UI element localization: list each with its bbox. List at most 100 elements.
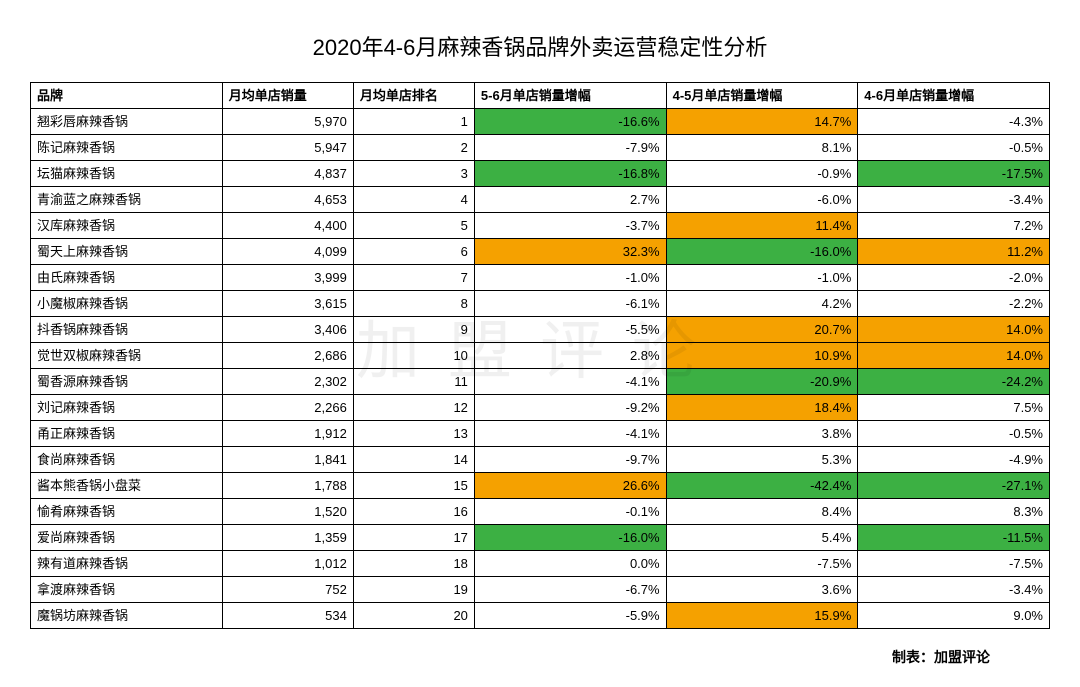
cell-sales: 1,520 xyxy=(222,499,353,525)
cell-brand: 觉世双椒麻辣香锅 xyxy=(31,343,223,369)
cell-sales: 534 xyxy=(222,603,353,629)
col-pct-45: 4-5月单店销量增幅 xyxy=(666,83,858,109)
cell-pct-56: -0.1% xyxy=(474,499,666,525)
cell-pct-46: -7.5% xyxy=(858,551,1050,577)
cell-brand: 青渝蓝之麻辣香锅 xyxy=(31,187,223,213)
cell-pct-56: -3.7% xyxy=(474,213,666,239)
table-row: 由氏麻辣香锅3,9997-1.0%-1.0%-2.0% xyxy=(31,265,1050,291)
cell-brand: 甬正麻辣香锅 xyxy=(31,421,223,447)
cell-brand: 辣有道麻辣香锅 xyxy=(31,551,223,577)
cell-pct-46: 8.3% xyxy=(858,499,1050,525)
col-sales: 月均单店销量 xyxy=(222,83,353,109)
cell-pct-56: 0.0% xyxy=(474,551,666,577)
col-brand: 品牌 xyxy=(31,83,223,109)
cell-sales: 3,999 xyxy=(222,265,353,291)
cell-pct-45: 11.4% xyxy=(666,213,858,239)
table-row: 拿渡麻辣香锅75219-6.7%3.6%-3.4% xyxy=(31,577,1050,603)
cell-brand: 酱本熊香锅小盘菜 xyxy=(31,473,223,499)
table-row: 觉世双椒麻辣香锅2,686102.8%10.9%14.0% xyxy=(31,343,1050,369)
cell-pct-56: 2.8% xyxy=(474,343,666,369)
cell-rank: 5 xyxy=(353,213,474,239)
cell-rank: 2 xyxy=(353,135,474,161)
cell-pct-45: 5.4% xyxy=(666,525,858,551)
cell-pct-45: -6.0% xyxy=(666,187,858,213)
cell-pct-46: 9.0% xyxy=(858,603,1050,629)
cell-pct-46: -17.5% xyxy=(858,161,1050,187)
cell-sales: 1,841 xyxy=(222,447,353,473)
cell-pct-45: 14.7% xyxy=(666,109,858,135)
cell-sales: 1,359 xyxy=(222,525,353,551)
cell-rank: 11 xyxy=(353,369,474,395)
cell-pct-56: -4.1% xyxy=(474,421,666,447)
cell-rank: 6 xyxy=(353,239,474,265)
cell-pct-45: 5.3% xyxy=(666,447,858,473)
table-row: 食尚麻辣香锅1,84114-9.7%5.3%-4.9% xyxy=(31,447,1050,473)
cell-pct-46: 14.0% xyxy=(858,317,1050,343)
cell-sales: 4,099 xyxy=(222,239,353,265)
cell-rank: 17 xyxy=(353,525,474,551)
cell-sales: 2,266 xyxy=(222,395,353,421)
cell-pct-45: 18.4% xyxy=(666,395,858,421)
col-pct-56: 5-6月单店销量增幅 xyxy=(474,83,666,109)
table-row: 辣有道麻辣香锅1,012180.0%-7.5%-7.5% xyxy=(31,551,1050,577)
table-row: 陈记麻辣香锅5,9472-7.9%8.1%-0.5% xyxy=(31,135,1050,161)
cell-pct-56: -16.8% xyxy=(474,161,666,187)
table-row: 青渝蓝之麻辣香锅4,65342.7%-6.0%-3.4% xyxy=(31,187,1050,213)
cell-pct-56: -6.7% xyxy=(474,577,666,603)
cell-pct-56: -9.2% xyxy=(474,395,666,421)
cell-pct-45: -1.0% xyxy=(666,265,858,291)
cell-pct-45: 8.4% xyxy=(666,499,858,525)
cell-rank: 13 xyxy=(353,421,474,447)
cell-rank: 18 xyxy=(353,551,474,577)
cell-brand: 爱尚麻辣香锅 xyxy=(31,525,223,551)
cell-pct-45: 4.2% xyxy=(666,291,858,317)
cell-pct-46: -2.0% xyxy=(858,265,1050,291)
cell-rank: 12 xyxy=(353,395,474,421)
cell-pct-46: 14.0% xyxy=(858,343,1050,369)
cell-sales: 752 xyxy=(222,577,353,603)
table-row: 小魔椒麻辣香锅3,6158-6.1%4.2%-2.2% xyxy=(31,291,1050,317)
cell-sales: 2,686 xyxy=(222,343,353,369)
col-pct-46: 4-6月单店销量增幅 xyxy=(858,83,1050,109)
cell-rank: 15 xyxy=(353,473,474,499)
col-rank: 月均单店排名 xyxy=(353,83,474,109)
cell-rank: 19 xyxy=(353,577,474,603)
cell-pct-45: -7.5% xyxy=(666,551,858,577)
cell-pct-46: -2.2% xyxy=(858,291,1050,317)
cell-pct-46: -24.2% xyxy=(858,369,1050,395)
cell-pct-45: 10.9% xyxy=(666,343,858,369)
cell-rank: 10 xyxy=(353,343,474,369)
cell-pct-56: -4.1% xyxy=(474,369,666,395)
cell-pct-46: 7.2% xyxy=(858,213,1050,239)
cell-sales: 4,837 xyxy=(222,161,353,187)
cell-pct-56: -1.0% xyxy=(474,265,666,291)
cell-brand: 陈记麻辣香锅 xyxy=(31,135,223,161)
cell-brand: 魔锅坊麻辣香锅 xyxy=(31,603,223,629)
cell-pct-46: -3.4% xyxy=(858,577,1050,603)
cell-pct-46: -4.9% xyxy=(858,447,1050,473)
cell-pct-45: 15.9% xyxy=(666,603,858,629)
table-row: 甬正麻辣香锅1,91213-4.1%3.8%-0.5% xyxy=(31,421,1050,447)
cell-brand: 蜀天上麻辣香锅 xyxy=(31,239,223,265)
cell-rank: 3 xyxy=(353,161,474,187)
cell-rank: 9 xyxy=(353,317,474,343)
table-row: 刘记麻辣香锅2,26612-9.2%18.4%7.5% xyxy=(31,395,1050,421)
cell-brand: 坛猫麻辣香锅 xyxy=(31,161,223,187)
cell-brand: 拿渡麻辣香锅 xyxy=(31,577,223,603)
cell-pct-56: -5.5% xyxy=(474,317,666,343)
table-row: 抖香锅麻辣香锅3,4069-5.5%20.7%14.0% xyxy=(31,317,1050,343)
data-table: 品牌 月均单店销量 月均单店排名 5-6月单店销量增幅 4-5月单店销量增幅 4… xyxy=(30,82,1050,629)
cell-pct-56: -16.0% xyxy=(474,525,666,551)
cell-sales: 5,947 xyxy=(222,135,353,161)
cell-pct-45: 8.1% xyxy=(666,135,858,161)
cell-brand: 抖香锅麻辣香锅 xyxy=(31,317,223,343)
cell-pct-46: -0.5% xyxy=(858,421,1050,447)
table-row: 愉肴麻辣香锅1,52016-0.1%8.4%8.3% xyxy=(31,499,1050,525)
cell-pct-56: -9.7% xyxy=(474,447,666,473)
cell-rank: 8 xyxy=(353,291,474,317)
table-body: 翘彩唇麻辣香锅5,9701-16.6%14.7%-4.3%陈记麻辣香锅5,947… xyxy=(31,109,1050,629)
cell-pct-46: -4.3% xyxy=(858,109,1050,135)
cell-sales: 3,406 xyxy=(222,317,353,343)
cell-pct-56: -6.1% xyxy=(474,291,666,317)
cell-sales: 3,615 xyxy=(222,291,353,317)
